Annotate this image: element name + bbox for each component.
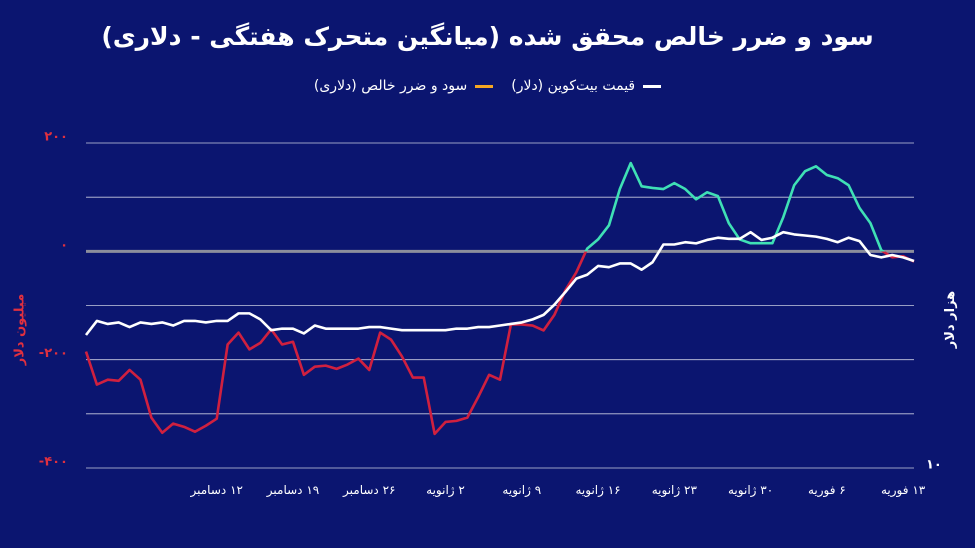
series-line	[84, 230, 915, 336]
x-tick-label: ۱۲ دسامبر	[190, 483, 243, 497]
y-tick-label: -۴۰۰	[39, 455, 68, 470]
legend-swatch	[643, 84, 662, 88]
x-tick-label: ۲ ژانویه	[426, 483, 465, 497]
legend-item: سود و ضرر خالص (دلاری)	[313, 78, 494, 94]
x-tick-label: ۹ ژانویه	[502, 483, 542, 497]
legend-label: سود و ضرر خالص (دلاری)	[313, 78, 468, 94]
x-tick-label: ۲۶ دسامبر	[343, 483, 396, 497]
legend-label: قیمت بیت‌کوین (دلار)	[511, 78, 636, 94]
x-tick-label: ۱۳ فوریه	[880, 483, 926, 497]
legend-item: قیمت بیت‌کوین (دلار)	[511, 78, 662, 94]
x-tick-label: ۶ فوریه	[807, 483, 846, 497]
x-tick-label: ۲۳ ژانویه	[651, 483, 697, 497]
y-tick-label: ۰	[60, 238, 68, 253]
x-tick-label: ۱۹ دسامبر	[266, 483, 320, 497]
y2-tick-label: ۱۰	[926, 458, 942, 473]
y-tick-label: -۲۰۰	[39, 346, 68, 361]
chart-title: سود و ضرر خالص محقق شده (میانگین متحرک ه…	[101, 22, 874, 51]
x-tick-label: ۱۶ ژانویه	[575, 483, 621, 497]
y-tick-label: ۲۰۰	[44, 130, 68, 145]
series-line	[84, 161, 915, 436]
legend-swatch	[475, 84, 494, 88]
x-tick-label: ۳۰ ژانویه	[728, 483, 774, 497]
legend: قیمت بیت‌کوین (دلار) سود و ضرر خالص (دلار…	[0, 78, 975, 94]
